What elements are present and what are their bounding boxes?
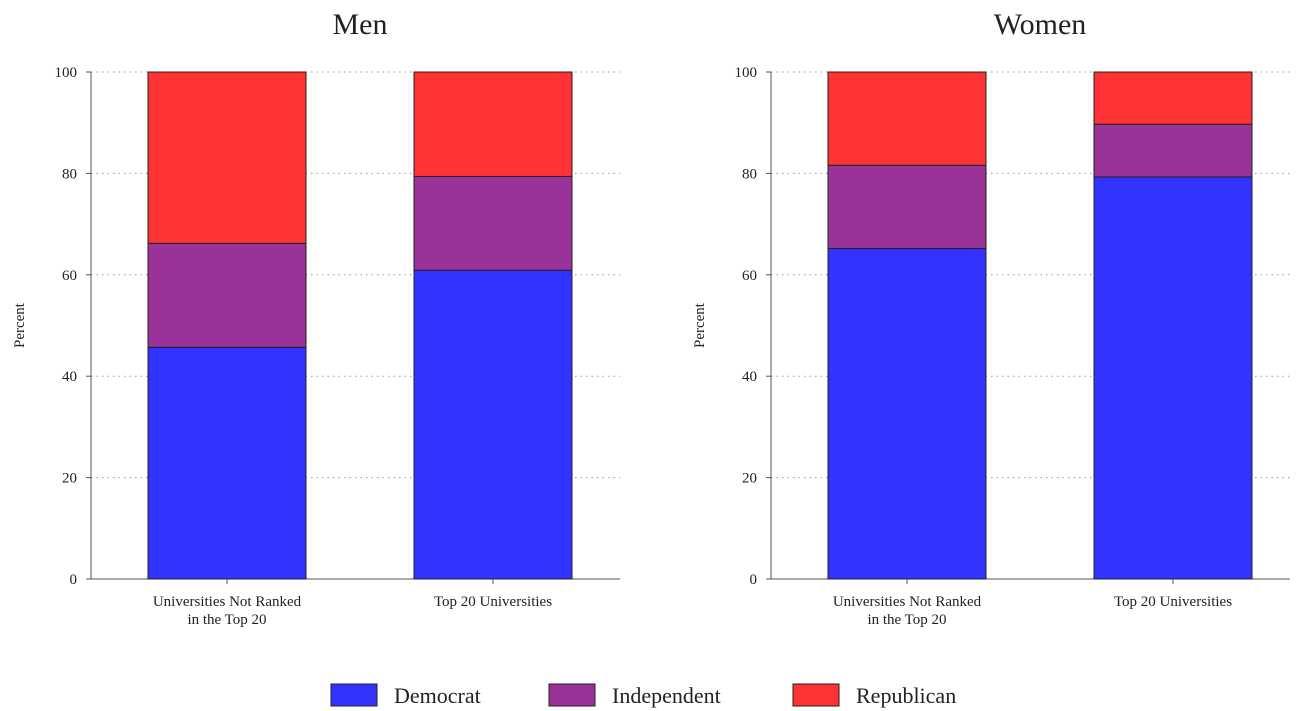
panel-title: Women	[994, 8, 1087, 41]
x-category-label: Top 20 Universities	[434, 594, 552, 610]
bar-democrat-not-top20	[147, 346, 307, 580]
legend-swatch-independent	[548, 683, 596, 707]
y-tick-label: 40	[742, 369, 757, 385]
x-category-label: Top 20 Universities	[1114, 594, 1232, 610]
y-tick-label: 60	[742, 268, 757, 284]
bar-independent-not-top20	[827, 164, 987, 249]
y-tick-label: 40	[62, 369, 77, 385]
legend-swatch-republican	[792, 683, 840, 707]
y-tick-label: 0	[70, 572, 78, 588]
bar-democrat-not-top20	[827, 247, 987, 580]
panel-title: Men	[333, 8, 388, 41]
y-tick-label: 80	[62, 166, 77, 182]
bar-independent-top20	[413, 175, 573, 271]
bar-democrat-top20	[1093, 176, 1253, 580]
y-tick-label: 60	[62, 268, 77, 284]
legend: Democrat Independent Republican	[330, 683, 956, 708]
legend-label-republican: Republican	[856, 683, 956, 708]
x-category-label: in the Top 20	[867, 612, 946, 628]
y-tick-label: 0	[750, 572, 758, 588]
y-tick-label: 20	[742, 471, 757, 487]
panel-men: Men Percent 0 20 40 60 80 100 Universities Not R…	[12, 8, 620, 628]
y-axis-title: Percent	[12, 302, 28, 348]
legend-swatch-democrat	[330, 683, 378, 707]
bar-republican-not-top20	[827, 71, 987, 166]
x-category-label: in the Top 20	[187, 612, 266, 628]
y-tick-label: 80	[742, 166, 757, 182]
bar-republican-not-top20	[147, 71, 307, 244]
x-category-label: Universities Not Ranked	[833, 594, 982, 610]
bar-independent-not-top20	[147, 242, 307, 348]
y-tick-label: 100	[735, 65, 758, 81]
legend-label-independent: Independent	[612, 683, 721, 708]
y-tick-label: 20	[62, 471, 77, 487]
panel-women: Women Percent 0 20 40 60 80 100 Universities Not…	[692, 8, 1290, 628]
x-category-label: Universities Not Ranked	[153, 594, 302, 610]
bar-republican-top20	[413, 71, 573, 177]
bar-republican-top20	[1093, 71, 1253, 125]
bar-democrat-top20	[413, 269, 573, 580]
legend-label-democrat: Democrat	[394, 683, 481, 708]
bar-independent-top20	[1093, 123, 1253, 178]
y-tick-label: 100	[55, 65, 78, 81]
y-axis-title: Percent	[692, 302, 708, 348]
